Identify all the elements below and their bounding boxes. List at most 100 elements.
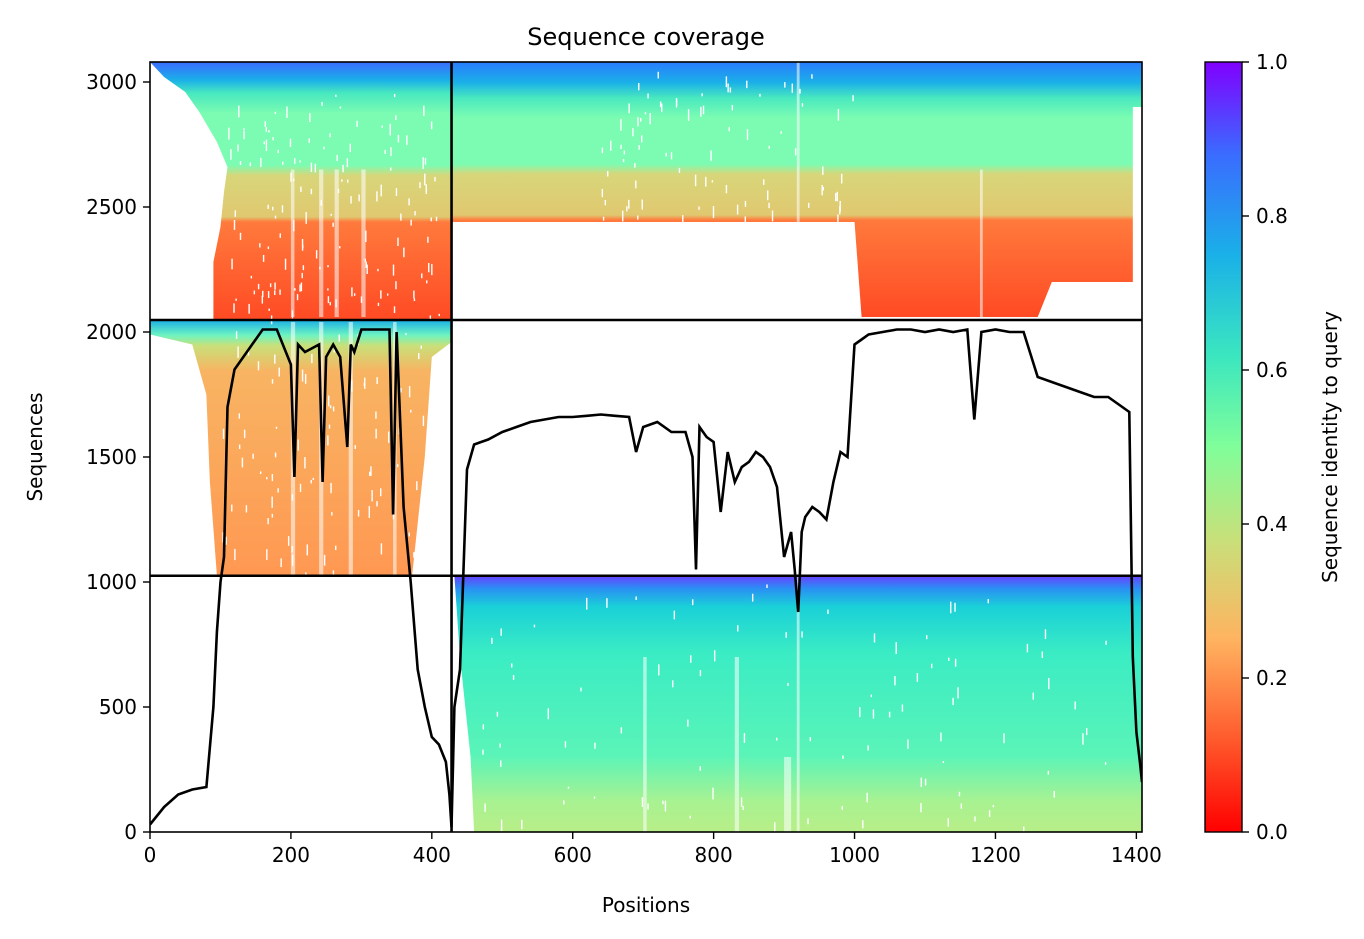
gap-speck xyxy=(294,288,296,291)
gap-speck xyxy=(1074,701,1076,710)
gap-speck xyxy=(278,367,280,377)
gap-speck xyxy=(687,109,690,121)
gap-speck xyxy=(305,572,307,582)
gap-column xyxy=(319,169,324,317)
gap-speck xyxy=(601,188,604,198)
gap-speck xyxy=(785,632,787,638)
gap-speck xyxy=(265,127,268,132)
y-axis: 0 500 1000 1500 2000 2500 3000 xyxy=(86,70,150,844)
gap-speck xyxy=(622,158,625,163)
gap-speck xyxy=(659,101,662,108)
gap-speck xyxy=(261,295,264,304)
gap-speck xyxy=(267,204,269,209)
gap-column xyxy=(334,169,339,317)
gap-speck xyxy=(393,306,396,313)
gap-speck xyxy=(274,282,276,290)
gap-speck xyxy=(259,471,262,475)
x-tick-label: 400 xyxy=(413,843,451,867)
gap-speck xyxy=(809,737,812,742)
gap-speck xyxy=(725,76,728,88)
gap-speck xyxy=(511,663,513,668)
y-tick-label: 1000 xyxy=(86,570,137,594)
gap-speck xyxy=(992,805,995,808)
gap-speck xyxy=(675,98,678,108)
gap-speck xyxy=(238,105,240,118)
gap-speck xyxy=(249,162,252,167)
gap-speck xyxy=(491,637,493,644)
gap-speck xyxy=(641,797,644,807)
gap-speck xyxy=(287,536,290,546)
gap-speck xyxy=(351,287,353,297)
gap-speck xyxy=(841,806,843,810)
coverage-gaps xyxy=(222,62,1107,832)
gap-speck xyxy=(1082,733,1084,745)
gap-speck xyxy=(327,435,329,446)
gap-speck xyxy=(247,351,250,356)
gap-speck xyxy=(1053,791,1055,798)
gap-speck xyxy=(840,173,843,184)
gap-speck xyxy=(811,74,813,79)
gap-speck xyxy=(763,179,765,185)
gap-speck xyxy=(266,476,268,480)
gap-speck xyxy=(872,709,875,719)
gap-speck xyxy=(260,157,262,167)
gap-speck xyxy=(930,663,933,669)
gap-speck xyxy=(274,354,276,364)
gap-speck xyxy=(396,464,399,468)
gap-speck xyxy=(222,428,225,439)
gap-speck xyxy=(420,345,422,349)
gap-speck xyxy=(329,302,331,306)
gap-speck xyxy=(1047,770,1050,775)
gap-speck xyxy=(705,176,707,187)
gap-speck xyxy=(586,597,588,610)
gap-speck xyxy=(700,106,702,117)
gap-speck xyxy=(291,310,294,319)
gap-speck xyxy=(271,379,274,384)
gap-speck xyxy=(239,161,242,166)
gap-speck xyxy=(231,504,233,512)
gap-speck xyxy=(380,184,382,197)
colorbar-tick-label: 1.0 xyxy=(1256,50,1288,74)
gap-speck xyxy=(728,126,730,132)
gap-speck xyxy=(395,115,397,120)
gap-speck xyxy=(306,544,308,556)
chain-boundaries xyxy=(150,62,1142,832)
gap-speck xyxy=(657,71,659,79)
gap-speck xyxy=(286,106,288,119)
gap-speck xyxy=(634,163,636,168)
gap-speck xyxy=(916,673,919,682)
gap-speck xyxy=(942,761,945,764)
gap-speck xyxy=(414,211,416,216)
gap-speck xyxy=(699,670,702,677)
gap-speck xyxy=(710,150,712,162)
gap-speck xyxy=(766,584,768,588)
gap-speck xyxy=(662,800,664,805)
gap-speck xyxy=(740,797,743,807)
gap-speck xyxy=(791,83,793,93)
gap-speck xyxy=(837,214,839,225)
gap-speck xyxy=(665,152,667,157)
gap-speck xyxy=(274,452,277,458)
gap-speck xyxy=(370,466,372,477)
gap-speck xyxy=(279,289,281,295)
gap-speck xyxy=(425,184,427,195)
gap-speck xyxy=(408,532,410,537)
gap-speck xyxy=(547,708,550,720)
gap-speck xyxy=(300,282,303,292)
gap-speck xyxy=(678,167,681,173)
gap-speck xyxy=(315,250,318,259)
gap-speck xyxy=(272,137,274,141)
gap-speck xyxy=(331,512,333,516)
gap-speck xyxy=(413,298,416,302)
gap-speck xyxy=(380,543,383,555)
gap-speck xyxy=(280,558,282,568)
gap-speck xyxy=(243,128,245,131)
y-tick-label: 2000 xyxy=(86,320,137,344)
gap-speck xyxy=(235,298,237,301)
gap-speck xyxy=(269,283,272,288)
gap-speck xyxy=(637,215,639,220)
gap-speck xyxy=(628,103,630,114)
gap-speck xyxy=(1041,651,1044,659)
gap-speck xyxy=(564,741,567,748)
gap-speck xyxy=(639,117,642,122)
